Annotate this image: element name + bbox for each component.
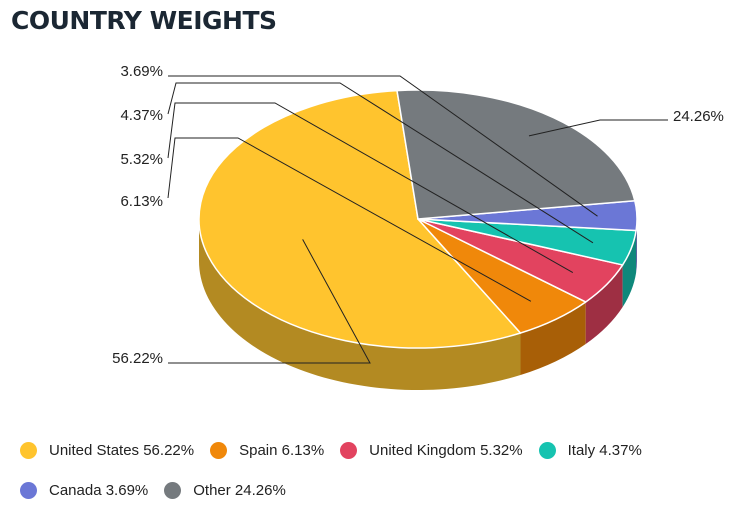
legend-label: Spain 6.13% — [239, 441, 325, 459]
data-labels: 56.22% 6.13% 5.32% 4.37% 3.69% 24.26% — [112, 63, 724, 367]
legend-swatch — [164, 481, 182, 499]
legend-swatch — [340, 441, 358, 459]
pie-side-wall — [622, 230, 637, 307]
legend-swatch — [538, 441, 556, 459]
legend-swatch — [20, 441, 37, 459]
data-label: 4.37% — [120, 107, 163, 124]
leader-line — [167, 82, 594, 244]
pie-slices — [198, 89, 638, 349]
chart-title: COUNTRY WEIGHTS — [11, 6, 277, 35]
data-label: 3.69% — [120, 63, 163, 80]
leader-line — [167, 102, 574, 274]
leader-line — [167, 137, 532, 302]
legend-item-italy[interactable]: Italy 4.37% — [538, 441, 642, 459]
legend-item-united-states[interactable]: United States 56.22% — [20, 441, 195, 459]
leader-line — [528, 119, 668, 137]
legend-label: United States 56.22% — [49, 441, 195, 459]
pie-slice-other[interactable] — [396, 89, 636, 220]
legend-swatch — [20, 481, 37, 499]
legend-row-1: United States 56.22% Spain 6.13% United … — [20, 436, 735, 464]
legend-item-other[interactable]: Other 24.26% — [164, 481, 286, 499]
legend-item-spain[interactable]: Spain 6.13% — [210, 441, 325, 459]
pie-side-wall — [520, 301, 586, 375]
pie-side-wall — [585, 264, 623, 344]
legend-swatch — [210, 441, 228, 459]
leader-line — [168, 75, 598, 217]
legend-label: Canada 3.69% — [49, 481, 149, 499]
data-label: 5.32% — [120, 151, 163, 168]
legend-item-united-kingdom[interactable]: United Kingdom 5.32% — [340, 441, 523, 459]
label-leader-lines — [167, 75, 668, 364]
legend-label: United Kingdom 5.32% — [369, 441, 523, 459]
legend-label: Italy 4.37% — [567, 441, 642, 459]
legend-row-2: Canada 3.69% Other 24.26% — [20, 476, 735, 504]
pie-chart: 56.22% 6.13% 5.32% 4.37% 3.69% 24.26% — [112, 63, 724, 391]
legend-label: Other 24.26% — [193, 481, 286, 499]
data-label: 24.26% — [673, 108, 724, 125]
data-label: 56.22% — [112, 350, 163, 367]
pie-sides — [199, 219, 637, 391]
legend-item-canada[interactable]: Canada 3.69% — [20, 481, 149, 499]
data-label: 6.13% — [120, 193, 163, 210]
leader-line — [168, 239, 371, 364]
legend: United States 56.22% Spain 6.13% United … — [20, 436, 735, 516]
pie-side-wall — [199, 219, 521, 391]
